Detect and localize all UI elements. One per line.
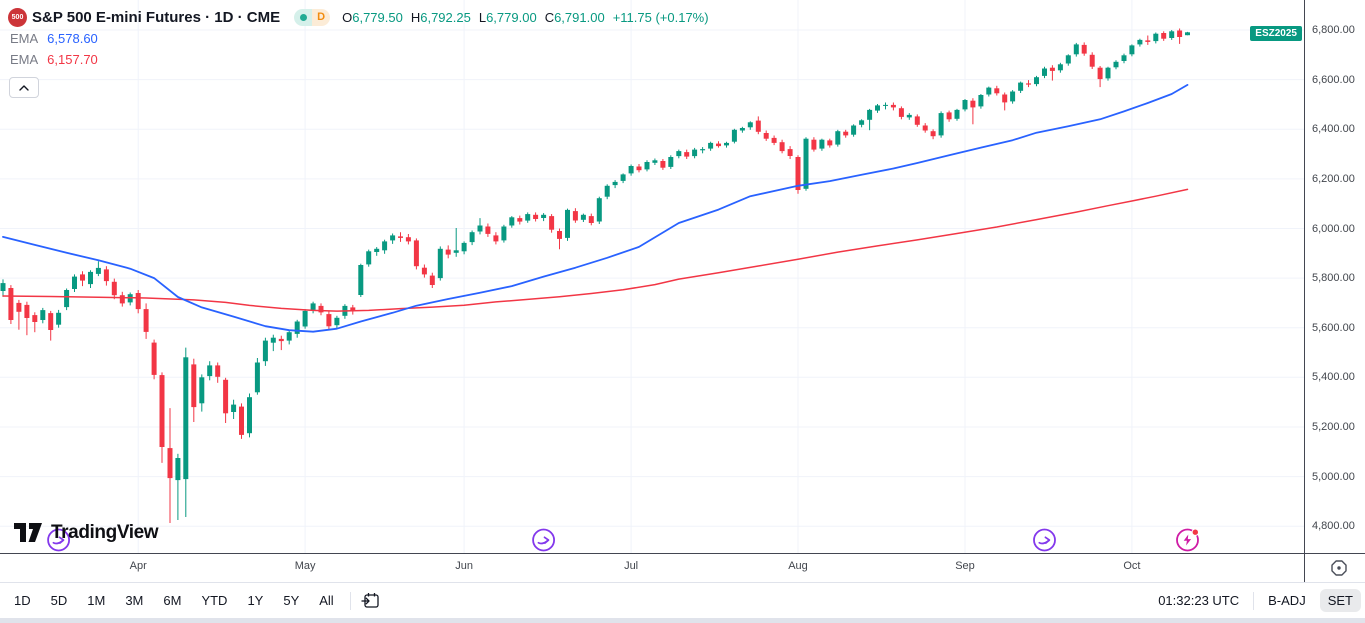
interval-badge-text: D: [317, 11, 326, 23]
change-value: +11.75 (+0.17%): [612, 9, 709, 25]
symbol-logo: 500: [8, 7, 27, 27]
high-value: 6,792.25: [420, 9, 471, 25]
bottom-toolbar: 1D 5D 1M 3M 6M YTD 1Y 5Y All 01:32:23 UTC B-ADJ …: [0, 583, 1365, 618]
time-tick-label: Jul: [624, 560, 639, 572]
interval-badge: D: [312, 8, 331, 26]
tradingview-logo-text: TradingView: [51, 522, 159, 543]
window-bottom-strip: [0, 618, 1365, 623]
range-button-all[interactable]: All: [319, 593, 334, 608]
open-field: O6,779.50: [342, 10, 403, 25]
range-button-1m[interactable]: 1M: [87, 593, 106, 608]
price-tick-label: 5,000.00: [1312, 470, 1355, 483]
gear-icon: [1331, 560, 1347, 576]
clock-timezone-button[interactable]: 01:32:23 UTC: [1158, 593, 1240, 608]
range-button-5d[interactable]: 5D: [50, 593, 68, 608]
toolbar-separator: [349, 591, 351, 610]
chevron-up-icon: [19, 84, 29, 91]
range-button-ytd[interactable]: YTD: [201, 593, 228, 608]
range-button-1y[interactable]: 1Y: [247, 593, 264, 608]
range-button-6m[interactable]: 6M: [163, 593, 182, 608]
tradingview-logo[interactable]: TradingView: [14, 522, 159, 544]
time-tick-label: Aug: [788, 560, 808, 572]
close-label: C: [544, 9, 555, 25]
contract-switch-marker-icon[interactable]: [47, 528, 70, 552]
market-status-half: [294, 8, 313, 26]
price-axis[interactable]: 6,800.00 6,600.00 6,400.00 6,200.00 6,000.00…: [1305, 0, 1365, 553]
close-field: C6,791.00: [545, 10, 605, 25]
toolbar-separator-right: [1253, 591, 1255, 610]
market-status-interval-pill[interactable]: D: [294, 8, 331, 26]
price-tick-label: 6,600.00: [1312, 73, 1355, 86]
range-button-5y[interactable]: 5Y: [283, 593, 300, 608]
price-tick-label: 6,200.00: [1312, 172, 1355, 185]
price-tick-label: 4,800.00: [1312, 520, 1355, 533]
high-field: H6,792.25: [411, 10, 471, 25]
contract-switch-marker-icon[interactable]: [532, 528, 555, 552]
grid-lines: [0, 0, 1304, 553]
go-to-date-icon: [361, 593, 379, 608]
candles: [0, 28, 1190, 523]
back-adjust-button[interactable]: B-ADJ: [1268, 593, 1306, 608]
range-button-1d[interactable]: 1D: [14, 593, 31, 608]
time-axis[interactable]: Apr May Jun Jul Aug Sep Oct: [0, 554, 1304, 582]
time-tick-label: Jun: [455, 560, 473, 572]
toolbar-top-border: [0, 582, 1365, 583]
high-label: H: [410, 9, 421, 25]
ema-fast-label: EMA: [10, 31, 39, 46]
contract-badge: ESZ2025: [1250, 26, 1302, 41]
low-field: L6,779.00: [479, 10, 537, 25]
symbol-title[interactable]: S&P 500 E-mini Futures · 1D · CME: [32, 8, 281, 26]
ema-slow-line[interactable]: [2, 188, 1189, 312]
price-tick-label: 5,600.00: [1312, 321, 1355, 334]
settlement-button[interactable]: SET: [1319, 589, 1361, 612]
indicator-row-ema-slow[interactable]: EMA 6,157.70: [8, 49, 717, 70]
low-label: L: [478, 9, 487, 25]
price-axis-border: [1304, 0, 1305, 583]
time-tick-label: Apr: [129, 560, 147, 572]
chart-legend: 500 S&P 500 E-mini Futures · 1D · CME D …: [8, 6, 717, 98]
indicator-row-ema-fast[interactable]: EMA 6,578.60: [8, 28, 717, 49]
scale-settings-button[interactable]: [1313, 554, 1365, 582]
open-label: O: [342, 9, 353, 25]
date-range-buttons: 1D 5D 1M 3M 6M YTD 1Y 5Y All: [4, 589, 344, 612]
low-value: 6,779.00: [486, 9, 537, 25]
pane-bottom-border: [0, 553, 1365, 554]
news-flash-marker-icon[interactable]: [1176, 528, 1200, 552]
contract-switch-marker-icon[interactable]: [1033, 528, 1056, 552]
ema-slow-label: EMA: [10, 52, 39, 67]
time-tick-label: Sep: [955, 560, 975, 572]
close-value: 6,791.00: [554, 9, 605, 25]
price-chart-canvas[interactable]: [0, 0, 1304, 553]
go-to-date-button[interactable]: [357, 589, 385, 613]
price-tick-label: 6,800.00: [1312, 24, 1355, 36]
toolbar-right: 01:32:23 UTC B-ADJ SET: [1150, 589, 1361, 612]
tradingview-logo-icon: [14, 523, 42, 542]
price-tick-label: 5,200.00: [1312, 421, 1355, 433]
price-tick-label: 6,000.00: [1312, 222, 1355, 235]
time-tick-label: May: [294, 560, 316, 572]
price-tick-label: 6,400.00: [1312, 123, 1355, 136]
price-tick-label: 5,400.00: [1312, 371, 1355, 384]
symbol-row: 500 S&P 500 E-mini Futures · 1D · CME D …: [8, 6, 717, 28]
market-open-dot-icon: [299, 13, 307, 21]
time-tick-label: Oct: [1123, 560, 1141, 572]
ema-fast-line[interactable]: [2, 84, 1189, 333]
open-value: 6,779.50: [352, 9, 403, 25]
ohlc-readout: O6,779.50 H6,792.25 L6,779.00 C6,791.00 …: [342, 10, 716, 25]
ema-fast-value: 6,578.60: [47, 31, 98, 46]
range-button-3m[interactable]: 3M: [125, 593, 144, 608]
collapse-legend-button[interactable]: [9, 77, 39, 98]
price-tick-label: 5,800.00: [1312, 272, 1355, 285]
symbol-logo-text: 500: [11, 13, 24, 21]
ema-slow-value: 6,157.70: [47, 52, 98, 67]
